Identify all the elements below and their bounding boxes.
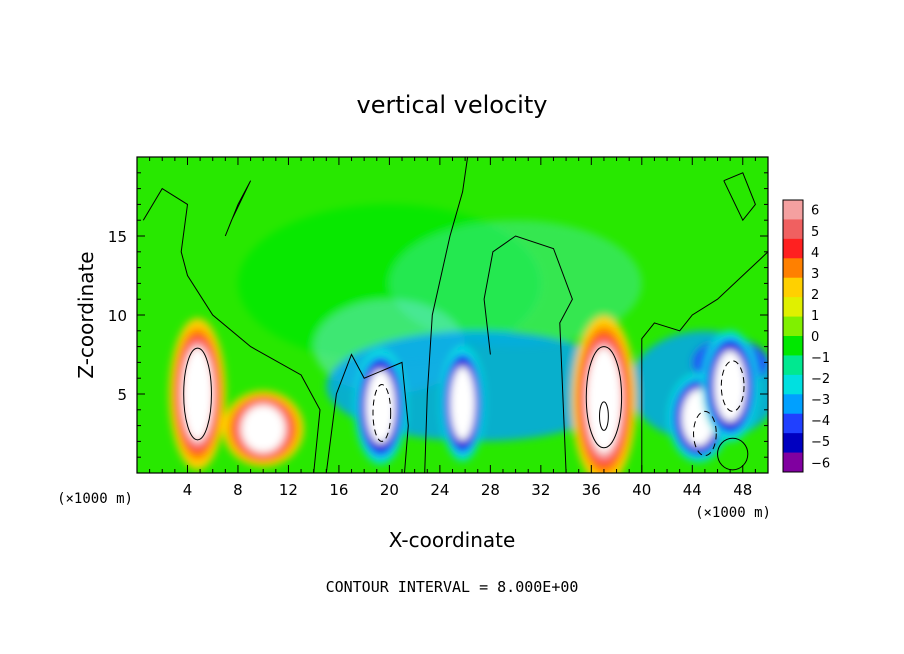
colorbar-label: −4	[811, 414, 830, 429]
colorbar-label: 6	[811, 204, 819, 219]
colorbar-label: −6	[811, 456, 830, 471]
colorbar-label: −5	[811, 435, 830, 450]
colorbar: 6 5 4 3 2 1 0 −1 −2 −3 −4 −5 −6	[782, 199, 830, 473]
colorbar-label: 5	[811, 225, 819, 240]
contour-lines	[142, 157, 768, 473]
colorbar-swatch	[783, 297, 803, 318]
plot-area	[137, 157, 768, 473]
colorbar-swatch	[783, 394, 803, 415]
colorbar-label: 1	[811, 309, 819, 324]
zero-contour	[717, 437, 749, 471]
colorbar-swatch	[783, 452, 803, 473]
y-axis-label: Z-coordinate	[74, 251, 98, 378]
zero-contour	[142, 187, 321, 473]
colorbar-swatch	[783, 374, 803, 395]
x-tick-label: 20	[380, 481, 399, 499]
x-tick-label: 36	[582, 481, 601, 499]
colorbar-swatch	[783, 258, 803, 279]
colorbar-swatch	[783, 316, 803, 337]
zero-contour	[483, 235, 573, 473]
x-axis-label: X-coordinate	[389, 528, 516, 552]
downdraft-core	[714, 350, 747, 422]
colorbar-label: 0	[811, 330, 819, 345]
chart-title: vertical velocity	[357, 91, 548, 119]
colorbar-swatch	[783, 355, 803, 376]
colorbar-frame	[782, 199, 804, 473]
zero-contour	[325, 353, 409, 473]
downdraft-core	[450, 366, 476, 441]
field-band	[389, 220, 642, 347]
negative-contour	[693, 410, 717, 457]
colorbar-swatch	[783, 433, 803, 454]
x-tick-label: 48	[733, 481, 752, 499]
colorbar-swatch	[783, 277, 803, 298]
y-tick-label: 10	[108, 307, 127, 325]
zero-contour	[424, 157, 469, 473]
y-tick-label: 15	[108, 228, 127, 246]
x-tick-label: 24	[430, 481, 449, 499]
colorbar-label: 4	[811, 246, 819, 261]
positive-contour	[183, 347, 212, 441]
updraft-core	[182, 347, 213, 441]
colorbar-swatch	[783, 200, 803, 220]
x-unit-label: (×1000 m)	[695, 505, 771, 521]
colorbar-label: 3	[811, 267, 819, 282]
velocity-field	[169, 204, 768, 473]
colorbar-swatch	[783, 219, 803, 240]
x-tick-label: 16	[329, 481, 348, 499]
updraft-core	[241, 405, 285, 453]
x-axis: 4 8 12 16 20 24 28 32 36 40 44 48	[149, 157, 756, 499]
x-tick-label: 12	[279, 481, 298, 499]
updraft-core	[586, 347, 622, 453]
zero-contour	[641, 251, 768, 473]
positive-contour	[599, 401, 609, 431]
zero-contour	[723, 172, 756, 222]
colorbar-swatch	[783, 336, 803, 356]
x-tick-label: 8	[233, 481, 243, 499]
y-tick-label: 5	[117, 386, 127, 404]
zero-contour	[224, 180, 252, 237]
x-tick-label: 40	[632, 481, 651, 499]
downdraft-core	[365, 369, 396, 444]
y-axis: 5 10 15	[108, 172, 768, 458]
negative-contour	[372, 384, 392, 442]
negative-contour	[720, 360, 745, 412]
x-tick-label: 4	[183, 481, 193, 499]
colorbar-label: −3	[811, 393, 830, 408]
x-tick-label: 44	[683, 481, 702, 499]
x-tick-label: 28	[481, 481, 500, 499]
contour-interval-note: CONTOUR INTERVAL = 8.000E+00	[326, 578, 579, 596]
y-unit-label: (×1000 m)	[57, 491, 133, 507]
colorbar-swatch	[783, 238, 803, 259]
colorbar-label: −1	[811, 351, 830, 366]
colorbar-label: 2	[811, 288, 819, 303]
colorbar-swatch	[783, 413, 803, 434]
x-tick-label: 32	[531, 481, 550, 499]
positive-contour	[585, 346, 623, 449]
colorbar-label: −2	[811, 372, 830, 387]
